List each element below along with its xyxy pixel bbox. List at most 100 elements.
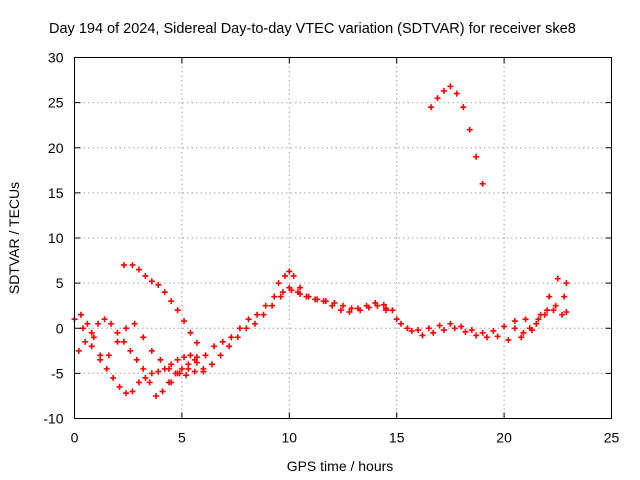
data-point	[428, 104, 435, 111]
data-point	[200, 368, 207, 375]
data-point	[559, 311, 566, 318]
data-points	[71, 83, 570, 399]
data-point	[185, 365, 192, 372]
data-point	[135, 379, 142, 386]
data-point	[535, 316, 542, 323]
data-point	[142, 374, 149, 381]
series-arc-11	[511, 275, 570, 336]
data-point	[120, 338, 127, 345]
axis-ticks	[74, 57, 612, 419]
data-point	[271, 293, 278, 300]
series-arc-9	[397, 320, 512, 343]
data-point	[468, 327, 475, 334]
x-tick-label: 5	[178, 430, 186, 446]
data-point	[245, 316, 252, 323]
data-point	[148, 370, 155, 377]
x-tick-label: 25	[604, 430, 620, 446]
data-point	[380, 301, 387, 308]
data-point	[114, 338, 121, 345]
x-tick-label: 0	[71, 430, 79, 446]
data-point	[277, 293, 284, 300]
series-arc-5	[168, 287, 389, 386]
data-point	[561, 293, 568, 300]
data-point	[526, 325, 533, 332]
data-point	[168, 361, 175, 368]
data-point	[447, 320, 454, 327]
y-tick-label: -10	[43, 411, 63, 427]
series-arc-13	[533, 307, 570, 327]
y-tick-label: -5	[51, 365, 64, 381]
y-tick-label: 15	[48, 185, 64, 201]
data-point	[129, 262, 136, 269]
data-point	[473, 153, 480, 160]
data-point	[434, 95, 441, 102]
x-tick-label: 15	[389, 430, 405, 446]
x-tick-label: 20	[496, 430, 512, 446]
data-point	[430, 329, 437, 336]
data-point	[155, 281, 162, 288]
data-point	[174, 307, 181, 314]
data-point	[236, 325, 243, 332]
data-point	[140, 365, 147, 372]
x-axis-tick-labels: 0 5 10 15 20 25	[71, 430, 620, 446]
data-point	[176, 370, 183, 377]
y-axis-tick-labels: -10 -5 0 5 10 15 20 25 30	[43, 50, 63, 427]
y-tick-label: 10	[48, 230, 64, 246]
data-point	[544, 307, 551, 314]
chart-title: Day 194 of 2024, Sidereal Day-to-day VTE…	[49, 21, 576, 37]
data-point	[382, 307, 389, 314]
data-point	[522, 316, 529, 323]
series-arc-12	[518, 293, 568, 341]
data-point	[187, 352, 194, 359]
x-axis-label: GPS time / hours	[287, 458, 394, 474]
data-point	[425, 325, 432, 332]
data-point	[518, 334, 525, 341]
data-point	[254, 311, 261, 318]
data-point	[494, 333, 501, 340]
data-point	[275, 280, 282, 287]
data-point	[294, 289, 301, 296]
data-point	[286, 284, 293, 291]
data-point	[133, 356, 140, 363]
y-tick-label: 0	[56, 320, 64, 336]
data-point	[101, 316, 108, 323]
data-point	[260, 311, 267, 318]
data-point	[174, 356, 181, 363]
data-point	[415, 327, 422, 334]
data-point	[168, 298, 175, 305]
data-point	[501, 323, 508, 330]
data-point	[458, 323, 465, 330]
data-point	[505, 336, 512, 343]
data-point	[404, 325, 411, 332]
data-point	[348, 305, 355, 312]
data-point	[337, 307, 344, 314]
data-point	[178, 365, 185, 372]
series-arc-4	[120, 262, 200, 346]
data-point	[346, 309, 353, 316]
x-tick-label: 10	[282, 430, 298, 446]
data-point	[511, 318, 518, 325]
data-point	[552, 302, 559, 309]
data-point	[168, 379, 175, 386]
grid	[74, 57, 612, 419]
data-point	[148, 347, 155, 354]
data-point	[217, 352, 224, 359]
data-point	[116, 383, 123, 390]
data-point	[123, 325, 130, 332]
data-point	[208, 361, 215, 368]
data-point	[479, 329, 486, 336]
data-point	[202, 352, 209, 359]
data-point	[251, 320, 258, 327]
plot-frame	[74, 57, 612, 419]
data-point	[340, 302, 346, 309]
data-point	[453, 90, 460, 97]
data-point	[84, 320, 91, 327]
data-point	[329, 302, 336, 309]
data-point	[183, 372, 190, 379]
data-point	[80, 325, 87, 332]
data-point	[97, 356, 104, 363]
data-point	[440, 327, 447, 334]
data-point	[303, 293, 310, 300]
data-point	[243, 325, 250, 332]
data-point	[114, 329, 121, 336]
